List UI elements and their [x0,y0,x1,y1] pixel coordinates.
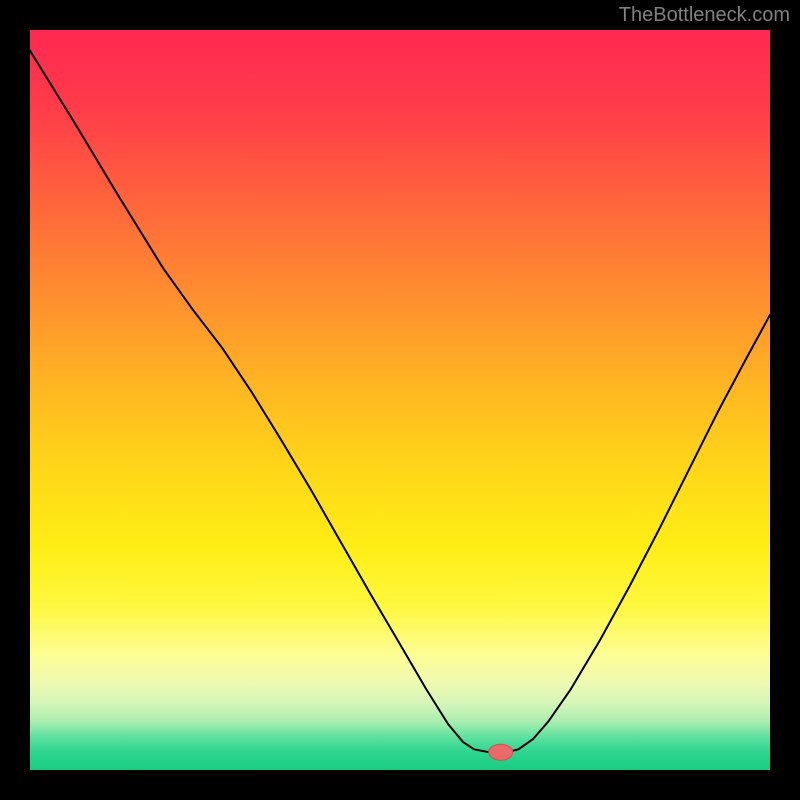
attribution-text: TheBottleneck.com [619,4,790,27]
optimal-marker [489,744,513,760]
plot-area [30,30,770,770]
chart-container: TheBottleneck.com [0,0,800,800]
bottleneck-chart [0,0,800,800]
